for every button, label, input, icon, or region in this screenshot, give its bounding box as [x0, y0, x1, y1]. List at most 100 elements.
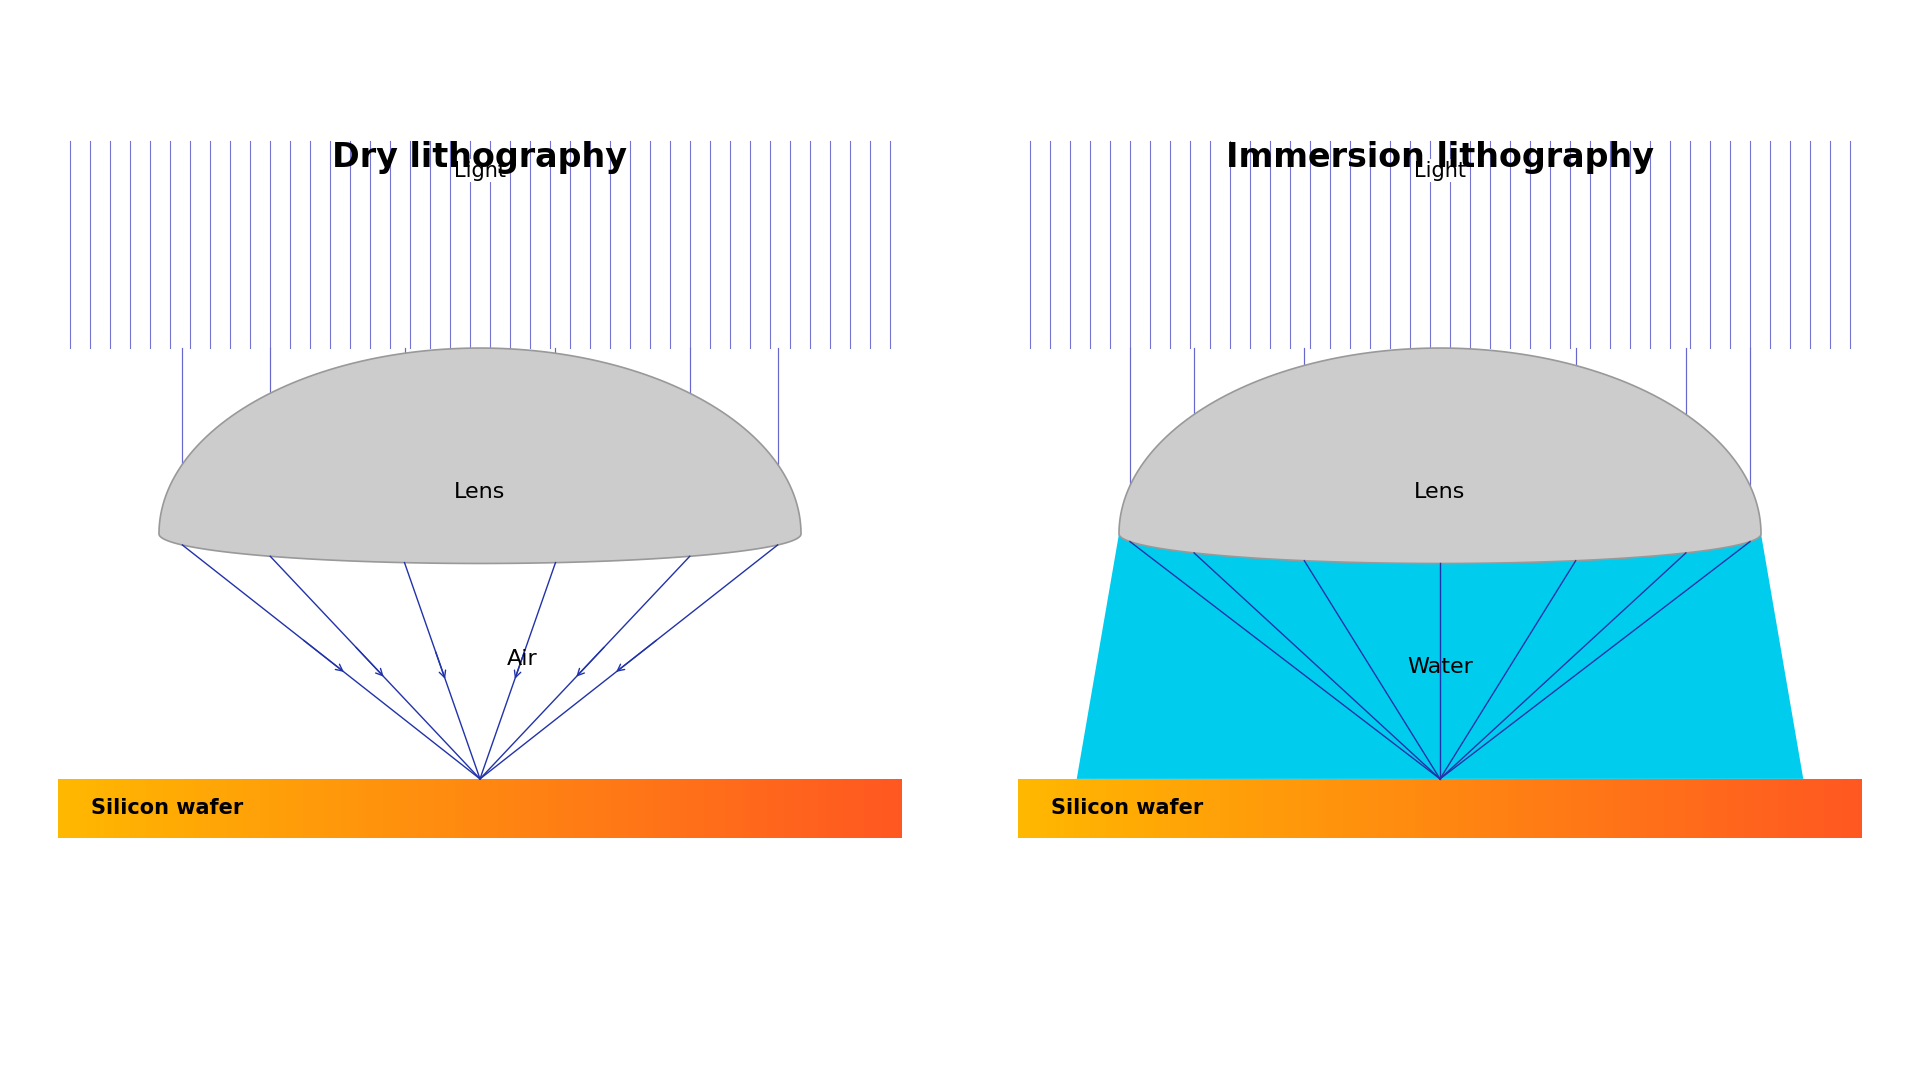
Bar — [818, 779, 822, 838]
Bar — [1158, 779, 1162, 838]
Bar — [733, 779, 737, 838]
Bar — [877, 779, 881, 838]
Bar — [789, 779, 793, 838]
Bar — [1148, 779, 1152, 838]
Bar — [1638, 779, 1644, 838]
Polygon shape — [1077, 534, 1803, 779]
Bar — [463, 779, 467, 838]
Bar — [61, 779, 65, 838]
Bar — [741, 779, 747, 838]
Bar — [349, 779, 353, 838]
Bar — [1651, 779, 1655, 838]
Bar — [1183, 779, 1187, 838]
Bar — [374, 779, 378, 838]
Bar — [1542, 779, 1546, 838]
Bar — [885, 779, 889, 838]
Bar — [248, 779, 252, 838]
Bar — [1676, 779, 1680, 838]
Bar — [632, 779, 636, 838]
Bar — [536, 779, 540, 838]
Bar — [1098, 779, 1102, 838]
Bar — [303, 779, 307, 838]
Bar — [505, 779, 509, 838]
Bar — [392, 779, 396, 838]
Bar — [662, 779, 666, 838]
Bar — [244, 779, 248, 838]
Bar — [1728, 779, 1732, 838]
Bar — [311, 779, 315, 838]
Bar — [1799, 779, 1803, 838]
Bar — [586, 779, 589, 838]
Bar — [104, 779, 108, 838]
Bar — [403, 779, 409, 838]
Bar — [1292, 779, 1296, 838]
Bar — [1613, 779, 1617, 838]
Text: Lens: Lens — [455, 482, 505, 502]
Bar — [1169, 779, 1173, 838]
Bar — [691, 779, 695, 838]
Bar — [1596, 779, 1601, 838]
Bar — [758, 779, 762, 838]
Bar — [1707, 779, 1711, 838]
Bar — [409, 779, 413, 838]
Bar — [265, 779, 269, 838]
Bar — [1841, 779, 1845, 838]
Bar — [611, 779, 614, 838]
Bar — [868, 779, 874, 838]
Bar — [1532, 779, 1538, 838]
Bar — [895, 779, 899, 838]
Bar — [1749, 779, 1753, 838]
Bar — [357, 779, 361, 838]
Bar — [1475, 779, 1478, 838]
Bar — [240, 779, 244, 838]
Bar — [843, 779, 847, 838]
Bar — [1317, 779, 1321, 838]
Bar — [1672, 779, 1676, 838]
Bar — [1444, 779, 1448, 838]
Bar — [1119, 779, 1123, 838]
Bar — [822, 779, 826, 838]
Bar — [276, 779, 282, 838]
Bar — [645, 779, 649, 838]
Bar — [290, 779, 294, 838]
Bar — [620, 779, 624, 838]
Bar — [509, 779, 515, 838]
Bar — [1711, 779, 1715, 838]
Bar — [1212, 779, 1215, 838]
Bar — [1035, 779, 1039, 838]
Bar — [1208, 779, 1212, 838]
Bar — [142, 779, 146, 838]
Bar — [1574, 779, 1580, 838]
Bar — [476, 779, 480, 838]
Bar — [641, 779, 645, 838]
Bar — [589, 779, 593, 838]
Bar — [772, 779, 776, 838]
Bar — [1342, 779, 1348, 838]
Bar — [382, 779, 388, 838]
Bar — [1288, 779, 1292, 838]
Bar — [1415, 779, 1419, 838]
Bar — [653, 779, 657, 838]
Bar — [255, 779, 261, 838]
Bar — [1215, 779, 1221, 838]
Bar — [108, 779, 113, 838]
Bar — [607, 779, 611, 838]
Bar — [430, 779, 434, 838]
Bar — [1179, 779, 1183, 838]
Bar — [1405, 779, 1411, 838]
Bar — [1152, 779, 1158, 838]
Bar — [1778, 779, 1782, 838]
Bar — [518, 779, 522, 838]
Bar — [269, 779, 273, 838]
Bar — [324, 779, 328, 838]
Bar — [205, 779, 209, 838]
Bar — [1204, 779, 1208, 838]
Bar — [1031, 779, 1035, 838]
Bar — [1807, 779, 1812, 838]
Bar — [1018, 779, 1021, 838]
Bar — [261, 779, 265, 838]
Bar — [1363, 779, 1369, 838]
Bar — [1486, 779, 1490, 838]
Bar — [1233, 779, 1236, 838]
Bar — [670, 779, 674, 838]
